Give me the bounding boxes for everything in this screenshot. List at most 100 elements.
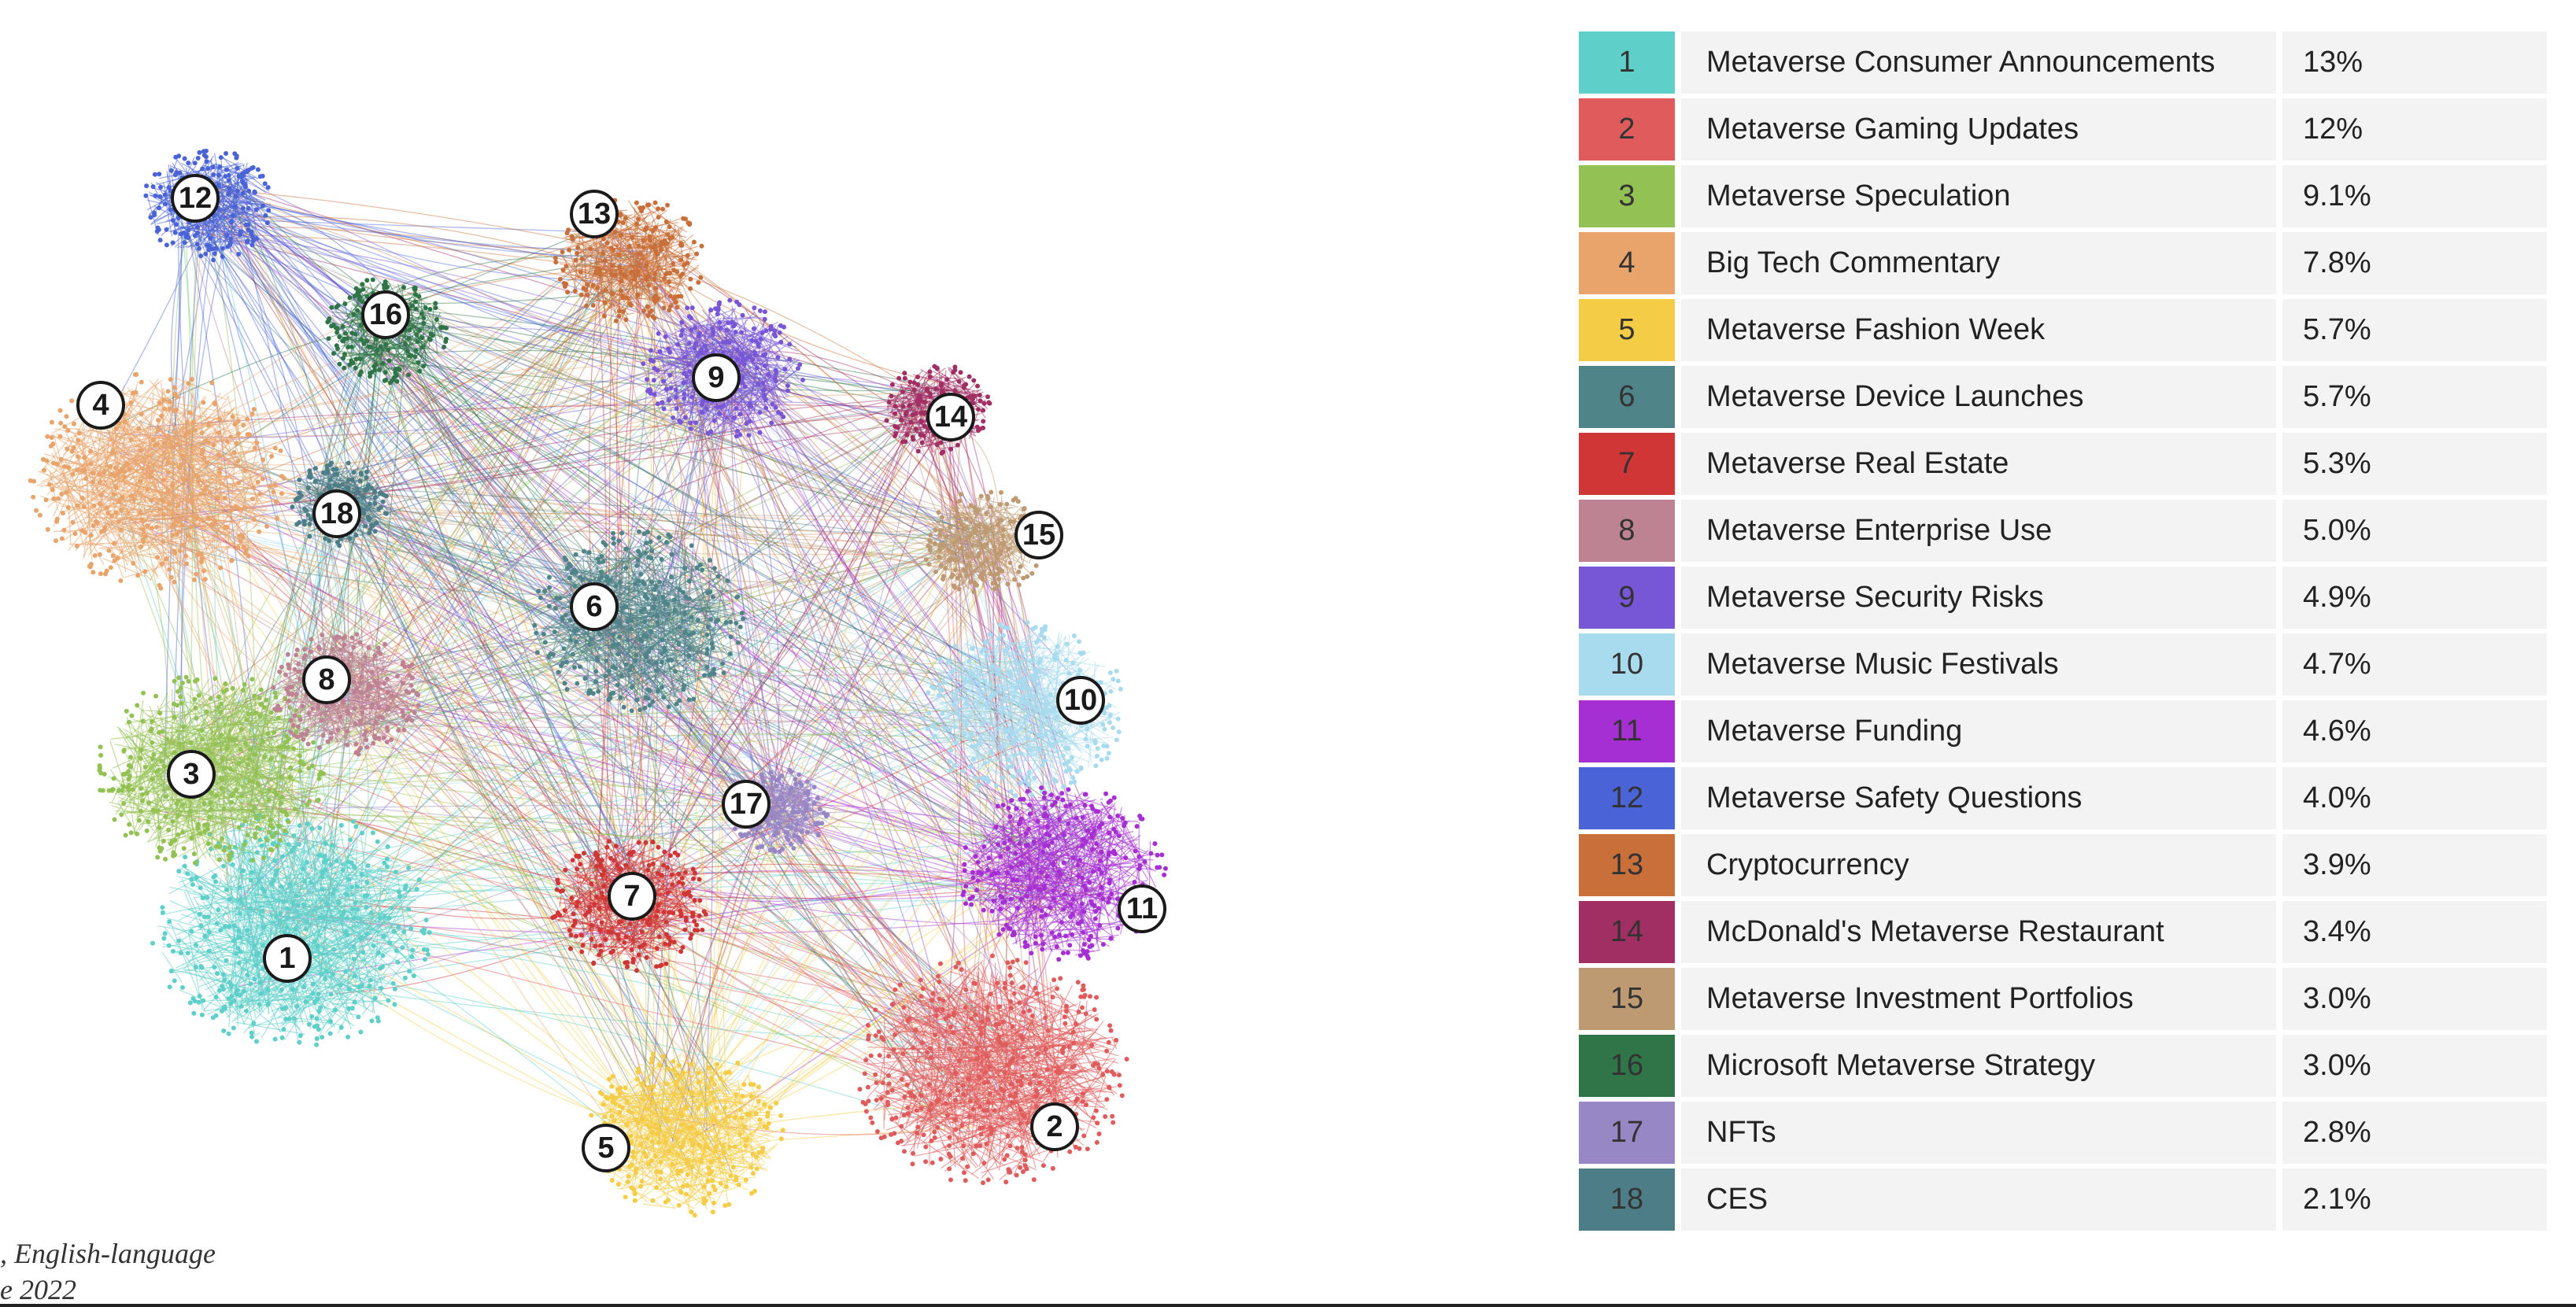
cluster-5-node <box>692 1213 697 1218</box>
cluster-5-node <box>723 1118 728 1124</box>
network-edge <box>179 286 607 814</box>
cluster-2-node <box>1017 1000 1022 1006</box>
cluster-2-node <box>904 1082 910 1087</box>
network-edge <box>717 360 1000 1095</box>
network-edge <box>191 173 1051 720</box>
cluster-5-node <box>720 1144 726 1149</box>
cluster-2-node <box>1033 1103 1039 1109</box>
cluster-1-node <box>190 882 195 888</box>
cluster-6-node <box>567 561 571 567</box>
cluster-2-node <box>863 1109 869 1114</box>
cluster-1-node <box>231 1025 236 1031</box>
cluster-4-node <box>257 491 263 497</box>
network-edge <box>394 323 730 1100</box>
network-edge <box>355 491 1099 857</box>
network-edge <box>215 220 981 662</box>
cluster-3-node <box>221 766 227 771</box>
network-edge <box>146 489 619 615</box>
cluster-5-node <box>753 1154 759 1160</box>
cluster-4-node <box>216 430 222 435</box>
cluster-2-node <box>910 1161 915 1167</box>
network-edge <box>758 548 964 810</box>
cluster-4-node <box>209 523 215 529</box>
cluster-3-node <box>261 739 266 744</box>
cluster-6-node <box>633 582 638 587</box>
cluster-2-node <box>947 1135 952 1140</box>
cluster-4-node <box>187 410 193 415</box>
cluster-1-node <box>411 973 416 979</box>
cluster-2-node <box>914 1108 919 1113</box>
cluster-3-node <box>246 711 251 717</box>
cluster-4-node <box>189 377 194 382</box>
cluster-4-node <box>118 527 124 533</box>
cluster-6-node <box>689 543 694 548</box>
cluster-4-node <box>49 419 54 425</box>
network-edge <box>679 646 1033 866</box>
cluster-7-node <box>569 895 575 901</box>
cluster-3-node <box>176 675 182 681</box>
network-edge <box>200 178 600 902</box>
network-edge <box>224 182 698 1139</box>
cluster-4-node <box>102 470 107 475</box>
cluster-2-node <box>959 1123 965 1128</box>
cluster-2-node <box>1008 1081 1014 1087</box>
cluster-4-node <box>59 491 65 497</box>
cluster-1-node <box>268 881 274 886</box>
cluster-6-node <box>686 596 692 601</box>
network-edge <box>601 256 967 557</box>
cluster-1-node <box>241 988 246 994</box>
cluster-5-node <box>671 1091 677 1097</box>
cluster-6-node <box>727 651 733 656</box>
cluster-2-node <box>905 1018 911 1024</box>
cluster-1-edge <box>372 869 383 1013</box>
cluster-2-node <box>978 1025 983 1031</box>
cluster-3-node <box>163 856 168 862</box>
cluster-2-node <box>1027 1081 1033 1087</box>
cluster-4-node <box>165 460 171 465</box>
cluster-2-node <box>1104 1097 1110 1102</box>
network-edge <box>188 331 406 433</box>
cluster-1-node <box>348 837 353 843</box>
network-edge <box>367 320 956 1051</box>
cluster-6-node <box>570 570 575 576</box>
cluster-2-node <box>975 1056 981 1061</box>
cluster-4-node <box>216 495 220 500</box>
network-edge <box>187 184 1056 916</box>
cluster-5-node <box>698 1159 704 1164</box>
network-edge <box>961 522 994 1099</box>
network-edge <box>153 384 959 517</box>
cluster-4-node <box>51 460 56 466</box>
cluster-5-node <box>632 1198 638 1203</box>
cluster-6-node <box>541 631 546 637</box>
cluster-6-node <box>570 652 575 657</box>
network-edge <box>413 330 602 602</box>
network-edge <box>337 520 1085 832</box>
cluster-3-node <box>216 844 222 850</box>
cluster-2-node <box>923 1144 929 1150</box>
network-edge <box>263 765 1111 840</box>
cluster-2-node <box>928 1055 933 1061</box>
network-edge <box>663 424 925 594</box>
cluster-6-node <box>623 565 629 570</box>
cluster-5-node <box>745 1137 750 1143</box>
cluster-3-node <box>164 737 170 742</box>
cluster-4-node <box>139 544 144 549</box>
cluster-6-node <box>618 695 623 700</box>
cluster-3-node <box>181 724 187 729</box>
cluster-7-node <box>643 840 649 845</box>
cluster-5-node <box>689 1090 695 1095</box>
cluster-2-node <box>985 1080 991 1085</box>
network-edge <box>363 349 706 667</box>
cluster-4-node <box>115 556 120 561</box>
network-edge <box>221 232 688 340</box>
network-edge <box>367 313 990 552</box>
network-edge <box>298 923 972 1067</box>
cluster-1-node <box>352 999 357 1005</box>
cluster-2-node <box>981 1180 985 1186</box>
cluster-2-node <box>1012 1094 1018 1099</box>
cluster-3-node <box>257 696 262 700</box>
cluster-4-node <box>70 471 76 477</box>
cluster-1-edge <box>237 903 270 1014</box>
cluster-4-node <box>69 398 75 404</box>
cluster-6-node <box>643 695 649 700</box>
